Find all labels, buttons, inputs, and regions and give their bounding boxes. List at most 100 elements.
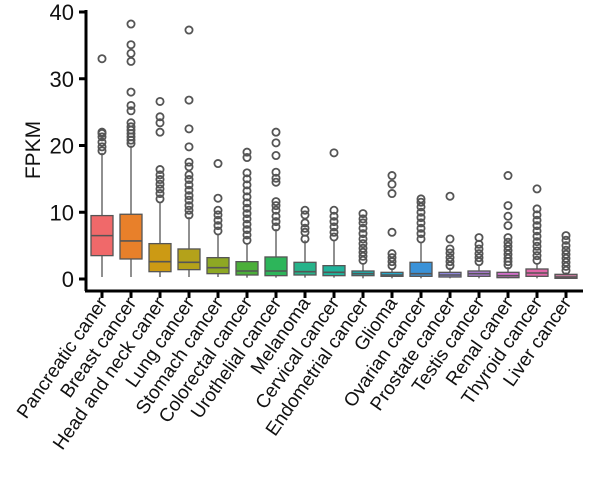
outlier-point [358, 247, 368, 257]
outlier-point [184, 170, 194, 180]
outlier-point [242, 230, 252, 240]
outlier-point [271, 201, 281, 211]
y-tick-label: 20 [50, 134, 74, 159]
outlier-point [242, 235, 252, 245]
outlier-point [184, 162, 194, 172]
outlier-point [155, 127, 165, 137]
outlier-point [97, 127, 107, 137]
outlier-point [184, 124, 194, 134]
outlier-point [97, 146, 107, 156]
outlier-point [300, 205, 310, 215]
outlier-point [242, 225, 252, 235]
outlier-point [242, 214, 252, 224]
outlier-point [97, 137, 107, 147]
outlier-point [329, 227, 339, 237]
outlier-point [184, 180, 194, 190]
outlier-point [155, 179, 165, 189]
outlier-point [184, 185, 194, 195]
outlier-point [184, 191, 194, 201]
outlier-point [387, 227, 397, 237]
outlier-point [271, 222, 281, 232]
outlier-point [329, 148, 339, 158]
outlier-point [213, 205, 223, 215]
outlier-point [387, 249, 397, 259]
outlier-point [300, 210, 310, 220]
box [264, 256, 288, 277]
outlier-point [97, 54, 107, 64]
outlier-point [184, 195, 194, 205]
outlier-point [532, 215, 542, 225]
outlier-point [445, 244, 455, 254]
outlier-point [126, 19, 136, 29]
outlier-point [126, 48, 136, 58]
outlier-point [532, 184, 542, 194]
outlier-point [416, 213, 426, 223]
outlier-point [416, 197, 426, 207]
outlier-point [126, 122, 136, 132]
outlier-point [358, 214, 368, 224]
box [322, 264, 346, 277]
outlier-point [213, 159, 223, 169]
outlier-point [126, 118, 136, 128]
outlier-point [445, 253, 455, 263]
outlier-point [561, 245, 571, 255]
outlier-point [271, 177, 281, 187]
outlier-point [358, 218, 368, 228]
outlier-point [126, 106, 136, 116]
outlier-point [329, 222, 339, 232]
outlier-point [242, 192, 252, 202]
outlier-point [271, 217, 281, 227]
outlier-point [358, 223, 368, 233]
outlier-point [532, 255, 542, 265]
outlier-point [97, 142, 107, 152]
y-tick-label: 30 [50, 67, 74, 92]
outlier-point [358, 209, 368, 219]
y-tick-label: 40 [50, 0, 74, 25]
outlier-point [445, 191, 455, 201]
outlier-point [242, 168, 252, 178]
outlier-point [184, 25, 194, 35]
outlier-point [532, 231, 542, 241]
outlier-point [329, 211, 339, 221]
outlier-point [271, 167, 281, 177]
outlier-point [184, 210, 194, 220]
outlier-point [387, 171, 397, 181]
outlier-point [300, 227, 310, 237]
outlier-point [155, 96, 165, 106]
outlier-point [271, 138, 281, 148]
outlier-point [532, 204, 542, 214]
box [409, 261, 433, 277]
outlier-point [184, 205, 194, 215]
outlier-point [532, 241, 542, 251]
outlier-point [155, 112, 165, 122]
outlier-point [503, 241, 513, 251]
outlier-point [329, 205, 339, 215]
outlier-point [155, 170, 165, 180]
outlier-point [242, 186, 252, 196]
box [235, 260, 259, 276]
outlier-point [387, 189, 397, 199]
outlier-point [503, 211, 513, 221]
outlier-point [416, 229, 426, 239]
outlier-point [242, 147, 252, 157]
outlier-point [155, 189, 165, 199]
box [293, 261, 317, 276]
outlier-point [184, 157, 194, 167]
outlier-point [242, 174, 252, 184]
outlier-point [358, 243, 368, 253]
outlier-point [155, 118, 165, 128]
outlier-point [213, 210, 223, 220]
outlier-point [242, 209, 252, 219]
outlier-point [387, 253, 397, 263]
outlier-point [416, 194, 426, 204]
outlier-point [474, 249, 484, 259]
outlier-point [271, 197, 281, 207]
outlier-point [213, 226, 223, 236]
outlier-point [126, 100, 136, 110]
outlier-point [503, 201, 513, 211]
outlier-point [271, 205, 281, 215]
outlier-point [474, 233, 484, 243]
outlier-point [271, 151, 281, 161]
outlier-point [242, 198, 252, 208]
outlier-point [184, 201, 194, 211]
